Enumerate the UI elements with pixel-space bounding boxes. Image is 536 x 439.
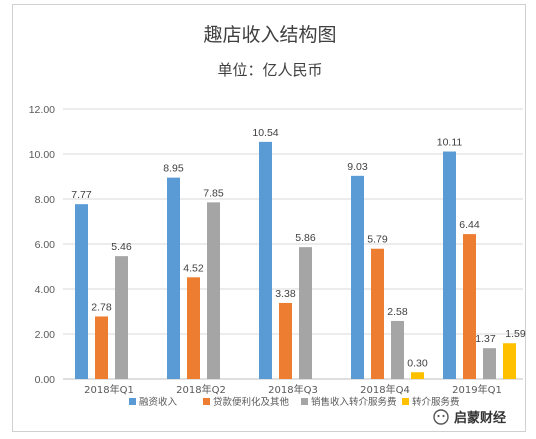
legend-swatch bbox=[129, 398, 136, 405]
bar bbox=[95, 316, 108, 379]
chart-subtitle: 单位：亿人民币 bbox=[217, 61, 322, 79]
bar-chart: 趣店收入结构图 单位：亿人民币 0.00 2.00 4.00 6.00 8.00 10.0… bbox=[29, 24, 526, 426]
bars bbox=[75, 141, 516, 379]
data-label: 7.77 bbox=[71, 189, 92, 201]
y-tick-label: 2.00 bbox=[35, 329, 56, 341]
wechat-icon-eye bbox=[437, 414, 440, 418]
y-tick-label: 8.00 bbox=[35, 194, 56, 206]
x-axis-categories: 2018年Q1 2018年Q2 2018年Q3 2018年Q4 2019年Q1 bbox=[84, 383, 502, 396]
data-label: 1.37 bbox=[475, 333, 496, 345]
legend-label: 融资收入 bbox=[139, 396, 178, 408]
data-label: 6.44 bbox=[459, 219, 480, 231]
data-label: 0.30 bbox=[407, 357, 428, 369]
y-tick-label: 0.00 bbox=[35, 374, 56, 386]
legend: 融资收入 贷款便利化及其他 销售收入转介服务费 转介服务费 bbox=[129, 396, 460, 408]
data-label: 7.85 bbox=[203, 187, 224, 199]
data-label: 1.59 bbox=[505, 328, 526, 340]
data-label: 5.86 bbox=[295, 232, 316, 244]
legend-swatch bbox=[203, 398, 210, 405]
data-label: 2.58 bbox=[387, 306, 408, 318]
data-label: 2.78 bbox=[91, 301, 112, 313]
bar bbox=[371, 248, 384, 379]
y-tick-label: 12.00 bbox=[29, 104, 55, 116]
data-label: 4.52 bbox=[183, 262, 204, 274]
bar bbox=[391, 320, 404, 379]
y-axis-ticks: 0.00 2.00 4.00 6.00 8.00 10.00 12.00 bbox=[29, 104, 55, 386]
chart-title: 趣店收入结构图 bbox=[203, 24, 336, 46]
watermark-text: 启蒙财经 bbox=[454, 410, 506, 426]
data-labels: 7.77 2.78 5.46 8.95 4.52 7.85 10.54 3.38 5.86 9.0… bbox=[71, 127, 526, 369]
bar bbox=[411, 372, 424, 379]
y-tick-label: 6.00 bbox=[35, 239, 56, 251]
x-category-label: 2019年Q1 bbox=[452, 383, 502, 396]
bar bbox=[187, 277, 200, 379]
bar bbox=[443, 151, 456, 379]
legend-swatch bbox=[301, 398, 308, 405]
x-category-label: 2018年Q3 bbox=[268, 383, 318, 396]
bar bbox=[351, 175, 364, 379]
data-label: 9.03 bbox=[347, 161, 368, 173]
data-label: 5.79 bbox=[367, 234, 388, 246]
gridlines bbox=[63, 108, 523, 380]
bar bbox=[167, 177, 180, 379]
wechat-icon-eye bbox=[442, 414, 445, 418]
legend-label: 销售收入转介服务费 bbox=[311, 396, 397, 408]
data-label: 3.38 bbox=[275, 288, 296, 300]
chart-frame: 趣店收入结构图 单位：亿人民币 0.00 2.00 4.00 6.00 8.00 10.0… bbox=[12, 4, 526, 432]
watermark: 启蒙财经 bbox=[433, 409, 506, 426]
bar bbox=[463, 234, 476, 379]
bar bbox=[299, 247, 312, 379]
bar bbox=[279, 302, 292, 379]
data-label: 8.95 bbox=[163, 163, 184, 175]
bar bbox=[75, 204, 88, 379]
legend-swatch bbox=[402, 398, 409, 405]
legend-label: 贷款便利化及其他 bbox=[213, 396, 290, 408]
y-tick-label: 10.00 bbox=[29, 149, 55, 161]
x-category-label: 2018年Q4 bbox=[360, 383, 410, 396]
bar bbox=[115, 256, 128, 379]
data-label: 5.46 bbox=[111, 241, 132, 253]
bar bbox=[259, 141, 272, 379]
x-category-label: 2018年Q2 bbox=[176, 383, 226, 396]
wechat-icon bbox=[433, 409, 449, 425]
legend-label: 转介服务费 bbox=[412, 396, 460, 408]
data-label: 10.11 bbox=[437, 137, 463, 149]
x-category-label: 2018年Q1 bbox=[84, 383, 134, 396]
bar bbox=[483, 348, 496, 379]
data-label: 10.54 bbox=[252, 127, 278, 139]
bar bbox=[503, 343, 516, 379]
y-tick-label: 4.00 bbox=[35, 284, 56, 296]
bar bbox=[207, 202, 220, 379]
